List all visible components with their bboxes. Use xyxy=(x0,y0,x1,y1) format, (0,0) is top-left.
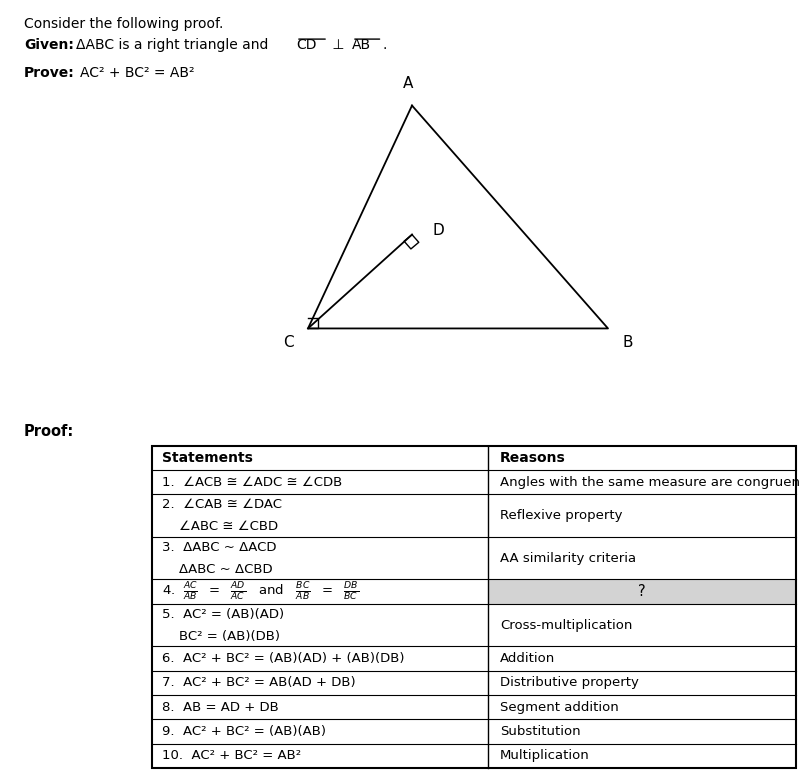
Text: D: D xyxy=(432,223,444,239)
Text: Segment addition: Segment addition xyxy=(500,701,618,714)
Text: Given:: Given: xyxy=(24,38,74,52)
Text: ΔABC ~ ΔCBD: ΔABC ~ ΔCBD xyxy=(162,563,272,576)
Text: ∠ABC ≅ ∠CBD: ∠ABC ≅ ∠CBD xyxy=(162,520,278,533)
Text: 5.  AC² = (AB)(AD): 5. AC² = (AB)(AD) xyxy=(162,608,284,620)
Text: .: . xyxy=(382,38,386,52)
Text: Reasons: Reasons xyxy=(500,451,566,465)
Text: BC² = (AB)(DB): BC² = (AB)(DB) xyxy=(162,630,280,643)
Text: AC² + BC² = AB²: AC² + BC² = AB² xyxy=(80,66,194,80)
Text: Proof:: Proof: xyxy=(24,424,74,439)
Text: Statements: Statements xyxy=(162,451,253,465)
Text: 2.  ∠CAB ≅ ∠DAC: 2. ∠CAB ≅ ∠DAC xyxy=(162,498,282,511)
Text: Addition: Addition xyxy=(500,652,555,665)
Bar xyxy=(152,446,796,768)
Text: 4.  $\frac{AC}{AB}$  $=$  $\frac{AD}{AC}$   and   $\frac{BC}{AB}$  $=$  $\frac{D: 4. $\frac{AC}{AB}$ $=$ $\frac{AD}{AC}$ a… xyxy=(162,580,358,603)
Text: 8.  AB = AD + DB: 8. AB = AD + DB xyxy=(162,701,278,714)
Text: A: A xyxy=(403,77,413,91)
Text: ?: ? xyxy=(638,584,646,599)
Text: ⊥: ⊥ xyxy=(328,38,349,52)
Text: AB: AB xyxy=(352,38,371,52)
Text: 6.  AC² + BC² = (AB)(AD) + (AB)(DB): 6. AC² + BC² = (AB)(AD) + (AB)(DB) xyxy=(162,652,404,665)
Text: Prove:: Prove: xyxy=(24,66,74,80)
Text: 10.  AC² + BC² = AB²: 10. AC² + BC² = AB² xyxy=(162,749,301,762)
Text: 1.  ∠ACB ≅ ∠ADC ≅ ∠CDB: 1. ∠ACB ≅ ∠ADC ≅ ∠CDB xyxy=(162,475,342,489)
Text: Angles with the same measure are congruent: Angles with the same measure are congrue… xyxy=(500,475,800,489)
Text: Distributive property: Distributive property xyxy=(500,676,639,689)
Text: Cross-multiplication: Cross-multiplication xyxy=(500,619,632,632)
Text: Consider the following proof.: Consider the following proof. xyxy=(24,17,223,31)
Text: ΔABC is a right triangle and: ΔABC is a right triangle and xyxy=(76,38,273,52)
Bar xyxy=(488,579,796,604)
Text: Reflexive property: Reflexive property xyxy=(500,509,622,522)
Text: Multiplication: Multiplication xyxy=(500,749,590,762)
Text: 3.  ΔABC ~ ΔACD: 3. ΔABC ~ ΔACD xyxy=(162,540,276,554)
Text: AA similarity criteria: AA similarity criteria xyxy=(500,551,636,565)
Text: B: B xyxy=(622,335,634,350)
Text: Substitution: Substitution xyxy=(500,725,581,738)
Text: 9.  AC² + BC² = (AB)(AB): 9. AC² + BC² = (AB)(AB) xyxy=(162,725,326,738)
Text: CD: CD xyxy=(296,38,317,52)
Text: C: C xyxy=(282,335,294,350)
Text: 7.  AC² + BC² = AB(AD + DB): 7. AC² + BC² = AB(AD + DB) xyxy=(162,676,355,689)
